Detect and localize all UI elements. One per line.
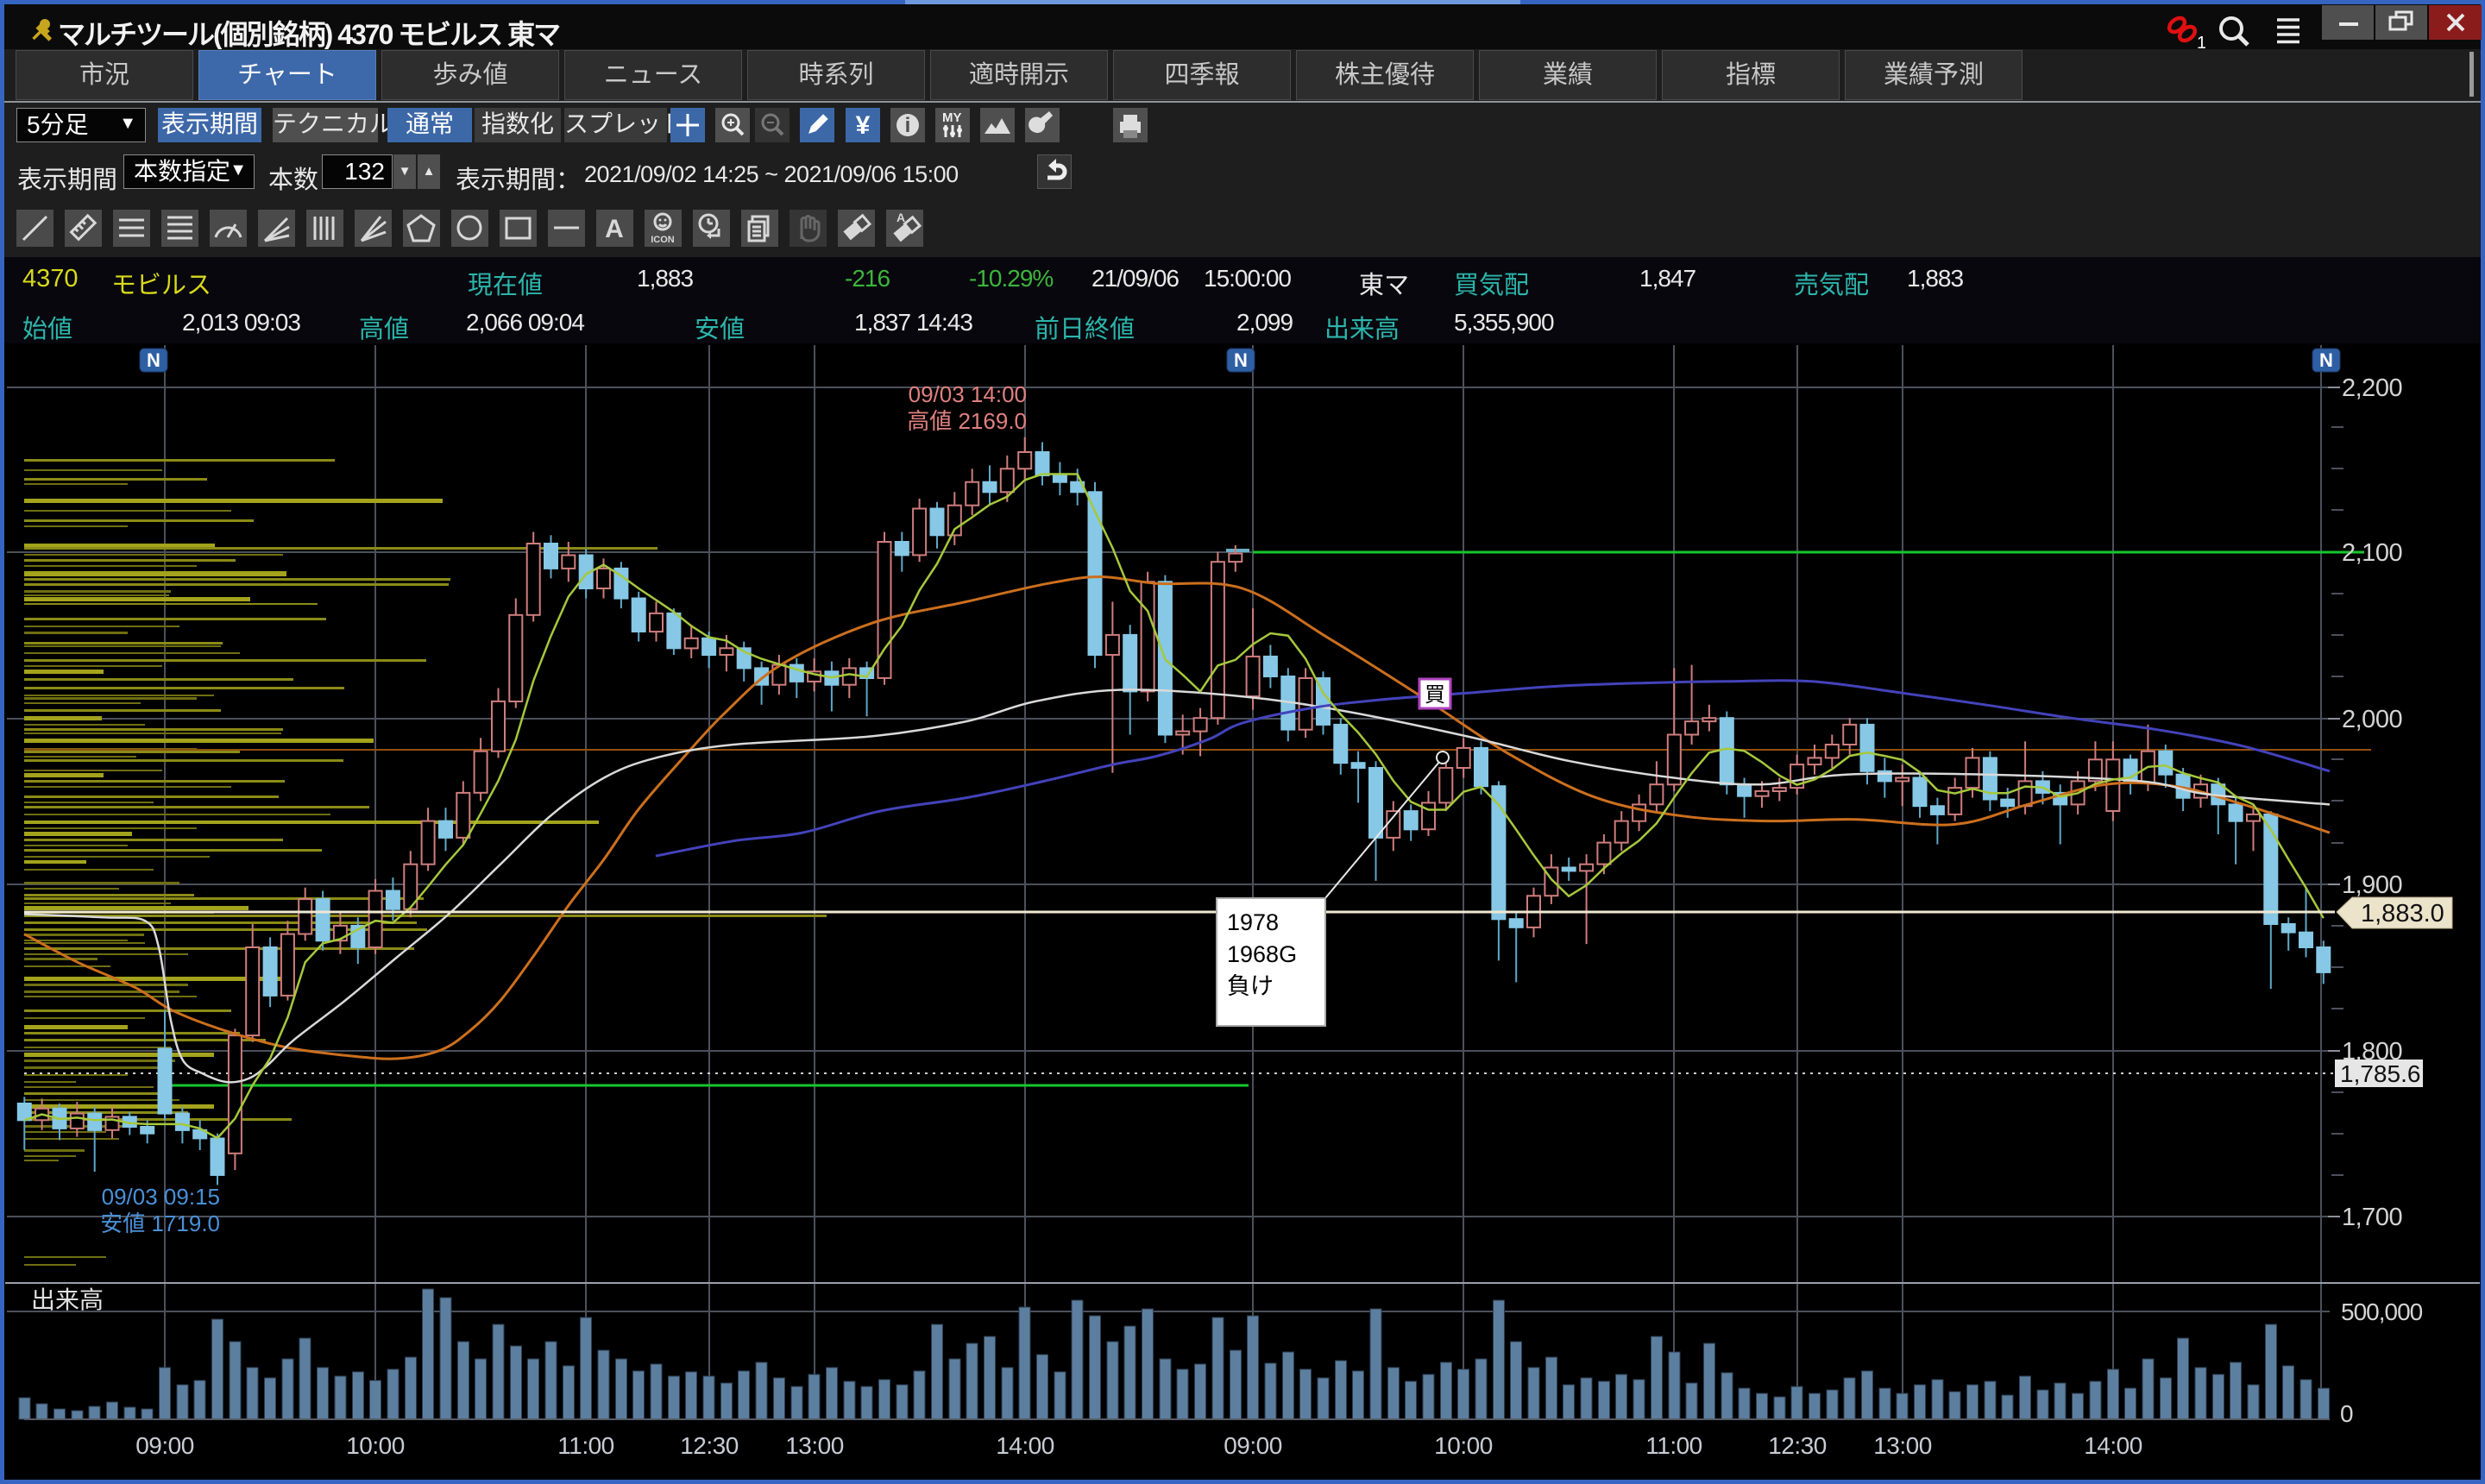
svg-text:0: 0	[2340, 1400, 2354, 1427]
svg-text:10:00: 10:00	[1434, 1432, 1493, 1459]
svg-text:高値 2169.0: 高値 2169.0	[907, 408, 1027, 434]
svg-text:14:00: 14:00	[996, 1432, 1054, 1459]
svg-text:MY: MY	[942, 110, 962, 125]
svg-text:14:00: 14:00	[2084, 1432, 2142, 1459]
svg-text:ICON: ICON	[651, 235, 675, 245]
svg-text:2,000: 2,000	[2342, 706, 2402, 733]
svg-text:1: 1	[2197, 34, 2205, 49]
svg-text:N: N	[147, 349, 160, 371]
svg-text:1,883.0: 1,883.0	[2361, 900, 2444, 928]
svg-text:1,900: 1,900	[2342, 871, 2402, 899]
svg-text:12:30: 12:30	[680, 1432, 739, 1459]
svg-text:1978: 1978	[1227, 909, 1279, 935]
svg-text:2,200: 2,200	[2342, 374, 2402, 402]
svg-text:N: N	[2319, 349, 2333, 371]
svg-text:買: 買	[1425, 683, 1445, 707]
svg-text:¥: ¥	[856, 111, 871, 140]
svg-text:A: A	[896, 211, 905, 224]
svg-text:1,700: 1,700	[2342, 1204, 2402, 1231]
svg-text:13:00: 13:00	[1873, 1432, 1932, 1459]
svg-text:A: A	[605, 215, 624, 243]
svg-text:13:00: 13:00	[785, 1432, 844, 1459]
svg-text:09:00: 09:00	[135, 1432, 194, 1459]
svg-text:09/03 09:15: 09/03 09:15	[102, 1184, 220, 1210]
svg-text:1968G: 1968G	[1227, 941, 1297, 967]
svg-text:11:00: 11:00	[557, 1432, 614, 1459]
svg-text:出来高: 出来高	[31, 1286, 104, 1313]
svg-text:09:00: 09:00	[1224, 1432, 1282, 1459]
svg-text:2,100: 2,100	[2342, 539, 2402, 567]
svg-text:負け: 負け	[1227, 973, 1274, 999]
svg-text:N: N	[1234, 349, 1248, 371]
svg-text:11:00: 11:00	[1645, 1432, 1702, 1459]
svg-text:500,000: 500,000	[2341, 1298, 2423, 1325]
svg-text:10:00: 10:00	[346, 1432, 405, 1459]
svg-text:安値 1719.0: 安値 1719.0	[100, 1210, 220, 1236]
svg-text:1,785.6: 1,785.6	[2340, 1060, 2420, 1087]
svg-text:09/03 14:00: 09/03 14:00	[909, 381, 1027, 407]
svg-text:i: i	[905, 114, 911, 137]
svg-text:12:30: 12:30	[1768, 1432, 1827, 1459]
